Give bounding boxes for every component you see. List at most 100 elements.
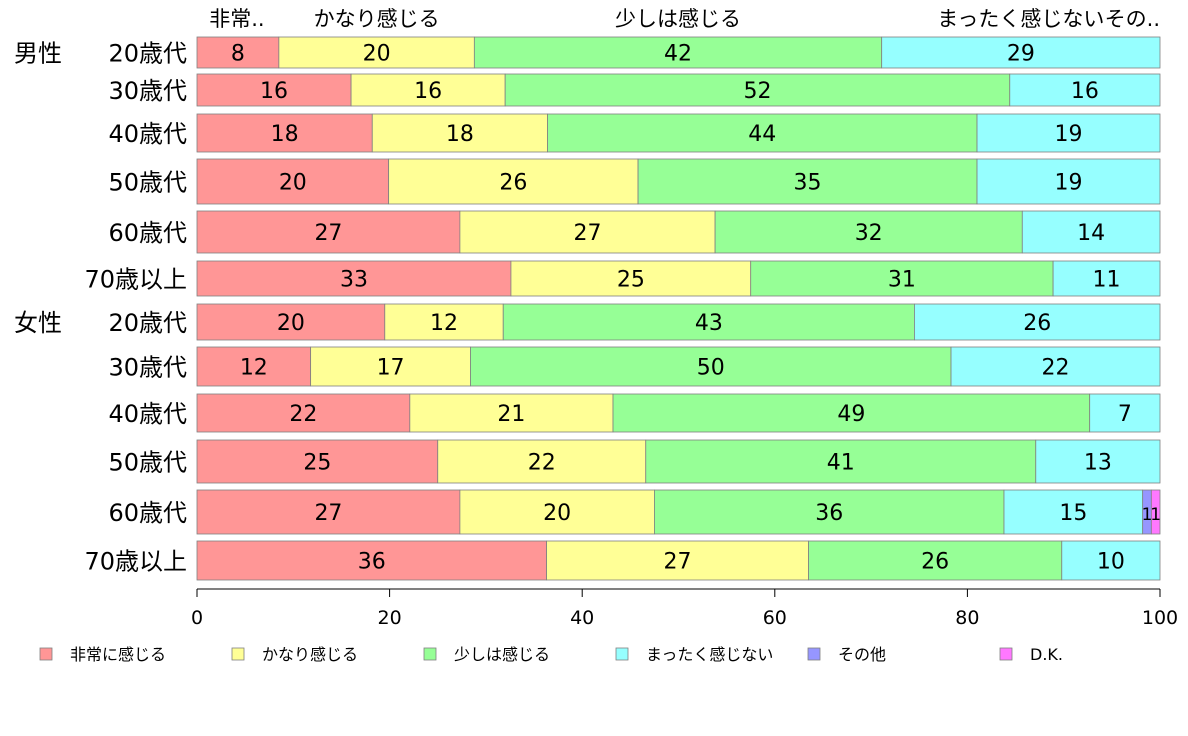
bar-label-12-1: 36	[358, 550, 386, 575]
bar-segment-11-6	[1150, 489, 1161, 535]
top-label-5: その..	[1105, 7, 1160, 31]
bar-label-7-1: 20	[277, 311, 305, 336]
bar-segment-4-4	[976, 158, 1161, 205]
legend-swatch-3	[423, 647, 437, 661]
x-tick-label-6: 100	[1142, 607, 1178, 629]
bar-label-10-3: 41	[827, 451, 855, 476]
legend-swatch-6	[999, 647, 1013, 661]
bar-segment-1-4	[881, 36, 1161, 69]
bar-label-2-3: 52	[743, 79, 771, 104]
bar-label-5-1: 27	[314, 221, 342, 246]
bar-label-11-6: 1	[1150, 505, 1161, 525]
top-segment-labels: 非常.. かなり感じる 少しは感じる まったく感じない その..	[209, 7, 1160, 31]
category-label-8: 30歳代	[108, 354, 187, 382]
bar-label-10-1: 25	[303, 451, 331, 476]
bar-segment-10-4	[1035, 439, 1161, 484]
category-label-12: 70歳以上	[84, 548, 187, 576]
x-axis: 0 20 40 60 80 100	[191, 588, 1178, 629]
top-label-2: かなり感じる	[314, 7, 440, 31]
bar-segment-10-1	[196, 439, 439, 484]
bar-segment-1-3	[473, 36, 883, 69]
bar-segment-7-1	[196, 303, 386, 341]
bar-label-6-4: 11	[1093, 268, 1121, 293]
bar-label-6-1: 33	[340, 268, 368, 293]
top-label-4: まったく感じない	[937, 7, 1104, 31]
bar-segment-12-4	[1061, 540, 1161, 581]
category-label-1: 20歳代	[108, 40, 187, 68]
legend-swatch-5	[807, 647, 821, 661]
bar-label-7-2: 12	[430, 311, 458, 336]
bar-segment-5-4	[1021, 210, 1161, 254]
category-label-2: 30歳代	[108, 77, 187, 105]
bar-label-11-4: 15	[1059, 501, 1087, 526]
bar-label-8-4: 22	[1042, 356, 1070, 381]
bar-label-4-3: 35	[794, 171, 822, 196]
category-label-11: 60歳代	[108, 499, 187, 527]
bar-segment-11-2	[459, 489, 655, 535]
bar-label-6-3: 31	[888, 268, 916, 293]
bar-segment-6-3	[750, 260, 1054, 297]
bar-segment-6-1	[196, 260, 512, 297]
group-label-1: 男性	[14, 40, 62, 68]
legend-label-1: 非常に感じる	[70, 645, 166, 664]
bar-label-4-2: 26	[499, 171, 527, 196]
bar-label-1-2: 20	[363, 42, 391, 67]
bar-segment-4-3	[637, 158, 978, 205]
bar-segment-1-1	[196, 36, 280, 69]
x-tick-label-2: 20	[378, 607, 402, 629]
bar-label-4-4: 19	[1055, 171, 1083, 196]
bar-label-4-1: 20	[279, 171, 307, 196]
top-label-1: 非常..	[209, 7, 264, 31]
category-labels: 20歳代男性30歳代40歳代50歳代60歳代70歳以上20歳代女性30歳代40歳…	[14, 40, 187, 576]
bar-segment-2-4	[1009, 73, 1161, 107]
bar-label-7-3: 43	[695, 311, 723, 336]
bar-label-11-3: 36	[815, 501, 843, 526]
bar-label-5-4: 14	[1077, 221, 1105, 246]
bar-segment-8-1	[196, 346, 312, 387]
bar-segment-12-1	[196, 540, 547, 581]
bar-segment-9-2	[409, 393, 614, 433]
legend-label-6: D.K.	[1030, 645, 1063, 664]
bar-label-5-3: 32	[855, 221, 883, 246]
x-tick-label-3: 40	[570, 607, 594, 629]
bar-label-8-1: 12	[240, 356, 268, 381]
bar-segment-11-1	[196, 489, 461, 535]
legend: 非常に感じる かなり感じる 少しは感じる まったく感じない その他 D.K.	[39, 645, 1063, 664]
bar-segment-6-2	[510, 260, 752, 297]
category-label-3: 40歳代	[108, 120, 187, 148]
bar-label-2-1: 16	[260, 79, 288, 104]
bar-label-8-2: 17	[377, 356, 405, 381]
bar-label-3-3: 44	[748, 122, 776, 147]
bar-label-10-4: 13	[1084, 451, 1112, 476]
bar-label-1-4: 29	[1007, 42, 1035, 67]
category-label-7: 20歳代	[108, 309, 187, 337]
bar-segment-3-1	[196, 113, 373, 153]
bar-segment-1-2	[278, 36, 475, 69]
legend-label-2: かなり感じる	[262, 645, 358, 664]
group-label-7: 女性	[14, 309, 62, 337]
bar-segment-5-2	[459, 210, 716, 254]
category-label-10: 50歳代	[108, 449, 187, 477]
bar-label-12-4: 10	[1097, 550, 1125, 575]
bar-label-1-3: 42	[664, 42, 692, 67]
legend-swatch-2	[231, 647, 245, 661]
bar-label-2-4: 16	[1071, 79, 1099, 104]
legend-label-4: まったく感じない	[646, 645, 773, 664]
bar-segment-9-4	[1089, 393, 1161, 433]
legend-swatch-4	[615, 647, 629, 661]
top-label-3: 少しは感じる	[615, 7, 741, 31]
bar-label-12-2: 27	[664, 550, 692, 575]
bar-label-5-2: 27	[573, 221, 601, 246]
bar-label-8-3: 50	[697, 356, 725, 381]
bar-segment-10-2	[437, 439, 647, 484]
bar-segment-11-3	[654, 489, 1005, 535]
bar-segment-12-2	[546, 540, 809, 581]
bar-segment-2-2	[350, 73, 506, 107]
bar-label-9-3: 49	[837, 402, 865, 427]
bar-segment-10-3	[645, 439, 1037, 484]
bar-segment-4-2	[388, 158, 639, 205]
bar-segment-6-4	[1052, 260, 1161, 297]
bar-label-7-4: 26	[1023, 311, 1051, 336]
